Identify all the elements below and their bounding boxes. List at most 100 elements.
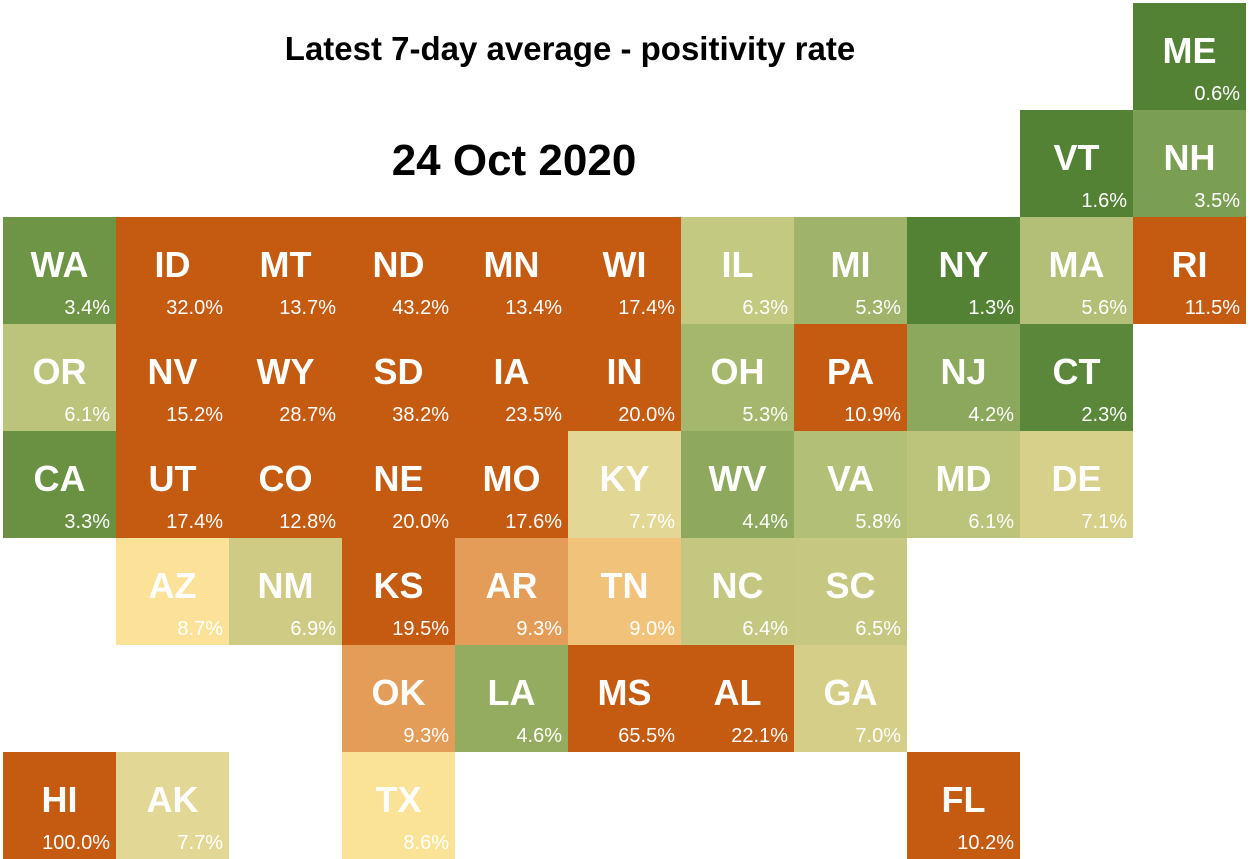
state-tile-la: LA 4.6%: [455, 645, 568, 752]
state-abbr: NE: [373, 458, 424, 499]
state-tile-wv: WV 4.4%: [681, 431, 794, 538]
state-abbr: NH: [1163, 137, 1216, 178]
state-tile-mt: MT 13.7%: [229, 217, 342, 324]
state-tile-ca: CA 3.3%: [3, 431, 116, 538]
state-rate: 7.7%: [629, 511, 675, 533]
state-tile-vt: VT 1.6%: [1020, 110, 1133, 217]
state-abbr: IN: [606, 351, 643, 392]
state-rate: 65.5%: [618, 725, 675, 747]
state-abbr: VA: [826, 458, 875, 499]
state-tile-ct: CT 2.3%: [1020, 324, 1133, 431]
state-tile-hi: HI 100.0%: [3, 752, 116, 859]
state-abbr: ND: [372, 244, 425, 285]
state-rate: 19.5%: [392, 618, 449, 640]
state-abbr: MT: [259, 244, 312, 285]
state-rate: 0.6%: [1194, 83, 1240, 105]
map-title: Latest 7-day average - positivity rate: [284, 30, 856, 67]
state-abbr: AZ: [148, 565, 197, 606]
state-tile-pa: PA 10.9%: [794, 324, 907, 431]
state-tile-oh: OH 5.3%: [681, 324, 794, 431]
state-abbr: KS: [373, 565, 424, 606]
map-date: 24 Oct 2020: [391, 136, 637, 185]
state-tile-ms: MS 65.5%: [568, 645, 681, 752]
state-rate: 3.5%: [1194, 190, 1240, 212]
state-rate: 17.4%: [618, 297, 675, 319]
state-rate: 17.6%: [505, 511, 562, 533]
state-tile-ne: NE 20.0%: [342, 431, 455, 538]
state-rate: 5.3%: [855, 297, 901, 319]
state-rate: 15.2%: [166, 404, 223, 426]
state-tile-mo: MO 17.6%: [455, 431, 568, 538]
state-tile-id: ID 32.0%: [116, 217, 229, 324]
state-rate: 6.1%: [64, 404, 110, 426]
state-rate: 10.9%: [844, 404, 901, 426]
state-abbr: OR: [32, 351, 87, 392]
state-rate: 17.4%: [166, 511, 223, 533]
state-abbr: UT: [148, 458, 197, 499]
state-rate: 6.9%: [290, 618, 336, 640]
state-rate: 43.2%: [392, 297, 449, 319]
state-abbr: RI: [1171, 244, 1208, 285]
state-tile-ri: RI 11.5%: [1133, 217, 1246, 324]
state-rate: 20.0%: [618, 404, 675, 426]
state-abbr: MD: [935, 458, 992, 499]
state-tile-nj: NJ 4.2%: [907, 324, 1020, 431]
state-rate: 23.5%: [505, 404, 562, 426]
state-abbr: OK: [371, 672, 426, 713]
state-abbr: MI: [830, 244, 871, 285]
state-rate: 4.6%: [516, 725, 562, 747]
state-abbr: MO: [482, 458, 541, 499]
state-tile-wi: WI 17.4%: [568, 217, 681, 324]
state-abbr: VT: [1053, 137, 1100, 178]
state-rate: 11.5%: [1184, 297, 1240, 319]
state-tile-mi: MI 5.3%: [794, 217, 907, 324]
state-rate: 5.8%: [855, 511, 901, 533]
state-tile-co: CO 12.8%: [229, 431, 342, 538]
state-tile-tx: TX 8.6%: [342, 752, 455, 859]
state-tile-nm: NM 6.9%: [229, 538, 342, 645]
state-rate: 4.4%: [742, 511, 788, 533]
state-rate: 1.3%: [968, 297, 1014, 319]
state-rate: 4.2%: [968, 404, 1014, 426]
state-rate: 7.0%: [855, 725, 901, 747]
state-tile-fl: FL 10.2%: [907, 752, 1020, 859]
state-tile-ia: IA 23.5%: [455, 324, 568, 431]
state-abbr: TX: [375, 779, 422, 820]
state-abbr: GA: [823, 672, 878, 713]
state-abbr: WA: [30, 244, 89, 285]
state-abbr: ID: [154, 244, 191, 285]
state-abbr: CA: [33, 458, 86, 499]
state-rate: 9.0%: [629, 618, 675, 640]
state-rate: 7.7%: [177, 832, 223, 854]
state-abbr: TN: [600, 565, 649, 606]
state-abbr: MS: [597, 672, 652, 713]
state-abbr: CT: [1052, 351, 1101, 392]
state-abbr: DE: [1051, 458, 1102, 499]
state-tile-nd: ND 43.2%: [342, 217, 455, 324]
state-tile-wy: WY 28.7%: [229, 324, 342, 431]
state-abbr: WV: [708, 458, 767, 499]
state-abbr: KY: [599, 458, 650, 499]
state-tile-tn: TN 9.0%: [568, 538, 681, 645]
state-tile-ar: AR 9.3%: [455, 538, 568, 645]
state-abbr: NV: [147, 351, 198, 392]
state-abbr: NY: [938, 244, 989, 285]
state-rate: 32.0%: [166, 297, 223, 319]
state-rate: 6.1%: [968, 511, 1014, 533]
state-tile-va: VA 5.8%: [794, 431, 907, 538]
state-tile-nc: NC 6.4%: [681, 538, 794, 645]
state-tile-ky: KY 7.7%: [568, 431, 681, 538]
state-rate: 9.3%: [516, 618, 562, 640]
state-tile-ok: OK 9.3%: [342, 645, 455, 752]
state-tile-de: DE 7.1%: [1020, 431, 1133, 538]
state-abbr: MN: [483, 244, 540, 285]
state-rate: 13.4%: [505, 297, 562, 319]
state-tile-nh: NH 3.5%: [1133, 110, 1246, 217]
state-tile-md: MD 6.1%: [907, 431, 1020, 538]
state-tile-az: AZ 8.7%: [116, 538, 229, 645]
state-rate: 2.3%: [1081, 404, 1127, 426]
state-rate: 8.6%: [403, 832, 449, 854]
state-abbr: ME: [1162, 30, 1217, 71]
state-abbr: AL: [713, 672, 762, 713]
